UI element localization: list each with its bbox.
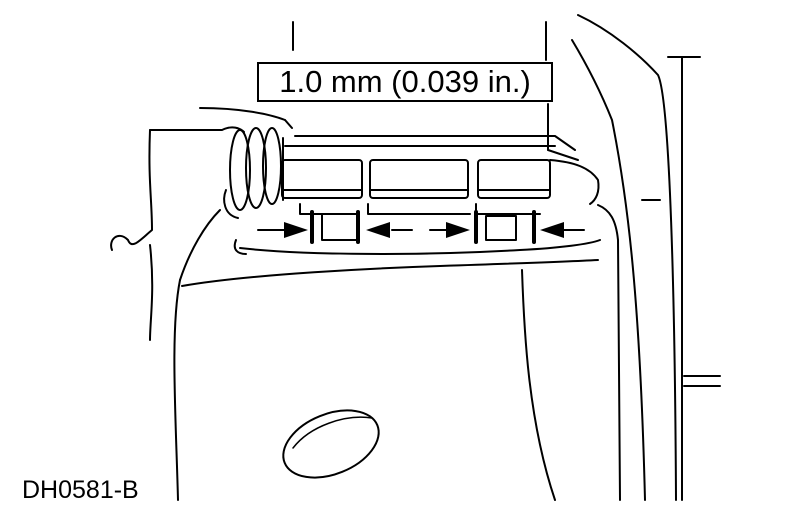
gap-blocks	[299, 203, 541, 241]
left-body	[110, 126, 245, 501]
figure-id-label: DH0581-B	[22, 476, 139, 504]
upper-housing	[199, 107, 576, 151]
lower-body	[181, 204, 621, 501]
oval-slot	[282, 409, 380, 479]
leader-lines	[292, 21, 579, 161]
dimension-marks	[257, 210, 585, 244]
bellows-boot	[223, 127, 284, 219]
clip-tabs	[281, 159, 600, 205]
dimension-callout-label: 1.0 mm (0.039 in.)	[257, 62, 553, 102]
right-frame	[571, 14, 721, 501]
